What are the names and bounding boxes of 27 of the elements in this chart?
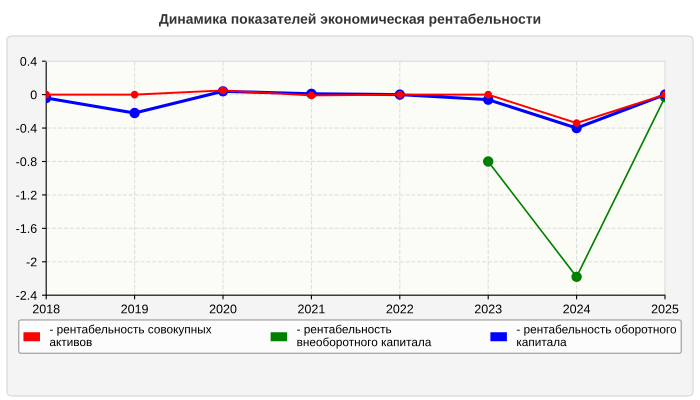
y-tick-label: -0.4 bbox=[16, 124, 37, 133]
y-tick-label: -1.6 bbox=[16, 224, 37, 233]
point bbox=[482, 156, 494, 167]
point bbox=[308, 92, 316, 100]
point bbox=[572, 119, 580, 127]
y-tick-label: 0 bbox=[30, 90, 37, 100]
x-tick-label: 2019 bbox=[121, 304, 148, 314]
x-tick-label: 2025 bbox=[652, 304, 678, 314]
x-tick-label: 2023 bbox=[474, 304, 502, 314]
x-tick-label: 2018 bbox=[32, 304, 60, 314]
x-tick-label: 2020 bbox=[210, 304, 236, 314]
y-tick-label: -0.8 bbox=[16, 157, 37, 166]
x-tick-label: 2021 bbox=[298, 304, 325, 314]
point bbox=[571, 272, 582, 282]
y-tick-label: -2 bbox=[26, 258, 37, 266]
point bbox=[484, 90, 492, 98]
point bbox=[129, 108, 140, 118]
chart-title: Динамика показателей экономическая рентабельности bbox=[159, 13, 540, 27]
legend-label: - рентабельность совокупных активов bbox=[50, 324, 212, 346]
legend-label: - рентабельность оборотного капитала bbox=[516, 324, 676, 346]
y-tick-label: 0.4 bbox=[20, 57, 37, 66]
y-tick-label: -1.2 bbox=[16, 190, 37, 200]
y-tick-label: -2.4 bbox=[16, 291, 37, 300]
x-tick-label: 2022 bbox=[386, 304, 414, 314]
x-tick-label: 2024 bbox=[563, 304, 590, 314]
point bbox=[130, 90, 138, 98]
legend-label: - рентабельность внеоборотного капитала bbox=[297, 324, 432, 349]
